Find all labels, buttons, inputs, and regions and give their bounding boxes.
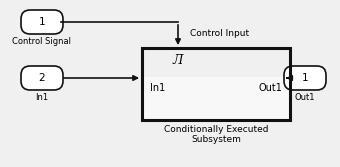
Text: Out1: Out1 [258,83,282,93]
FancyBboxPatch shape [284,66,326,90]
Text: 1: 1 [39,17,45,27]
Text: Control Signal: Control Signal [13,37,71,46]
Bar [142,48,290,120]
FancyBboxPatch shape [21,66,63,90]
Text: Subsystem: Subsystem [191,135,241,144]
Bar [143,77,289,119]
Text: 2: 2 [39,73,45,83]
Text: Л: Л [173,54,183,67]
Text: Out1: Out1 [295,93,315,102]
FancyBboxPatch shape [21,10,63,34]
Text: In1: In1 [150,83,165,93]
Bar [142,48,290,120]
Text: Conditionally Executed: Conditionally Executed [164,125,268,134]
Bar [143,49,289,119]
Text: In1: In1 [35,93,49,102]
Text: 1: 1 [302,73,308,83]
Text: Control Input: Control Input [190,29,249,38]
